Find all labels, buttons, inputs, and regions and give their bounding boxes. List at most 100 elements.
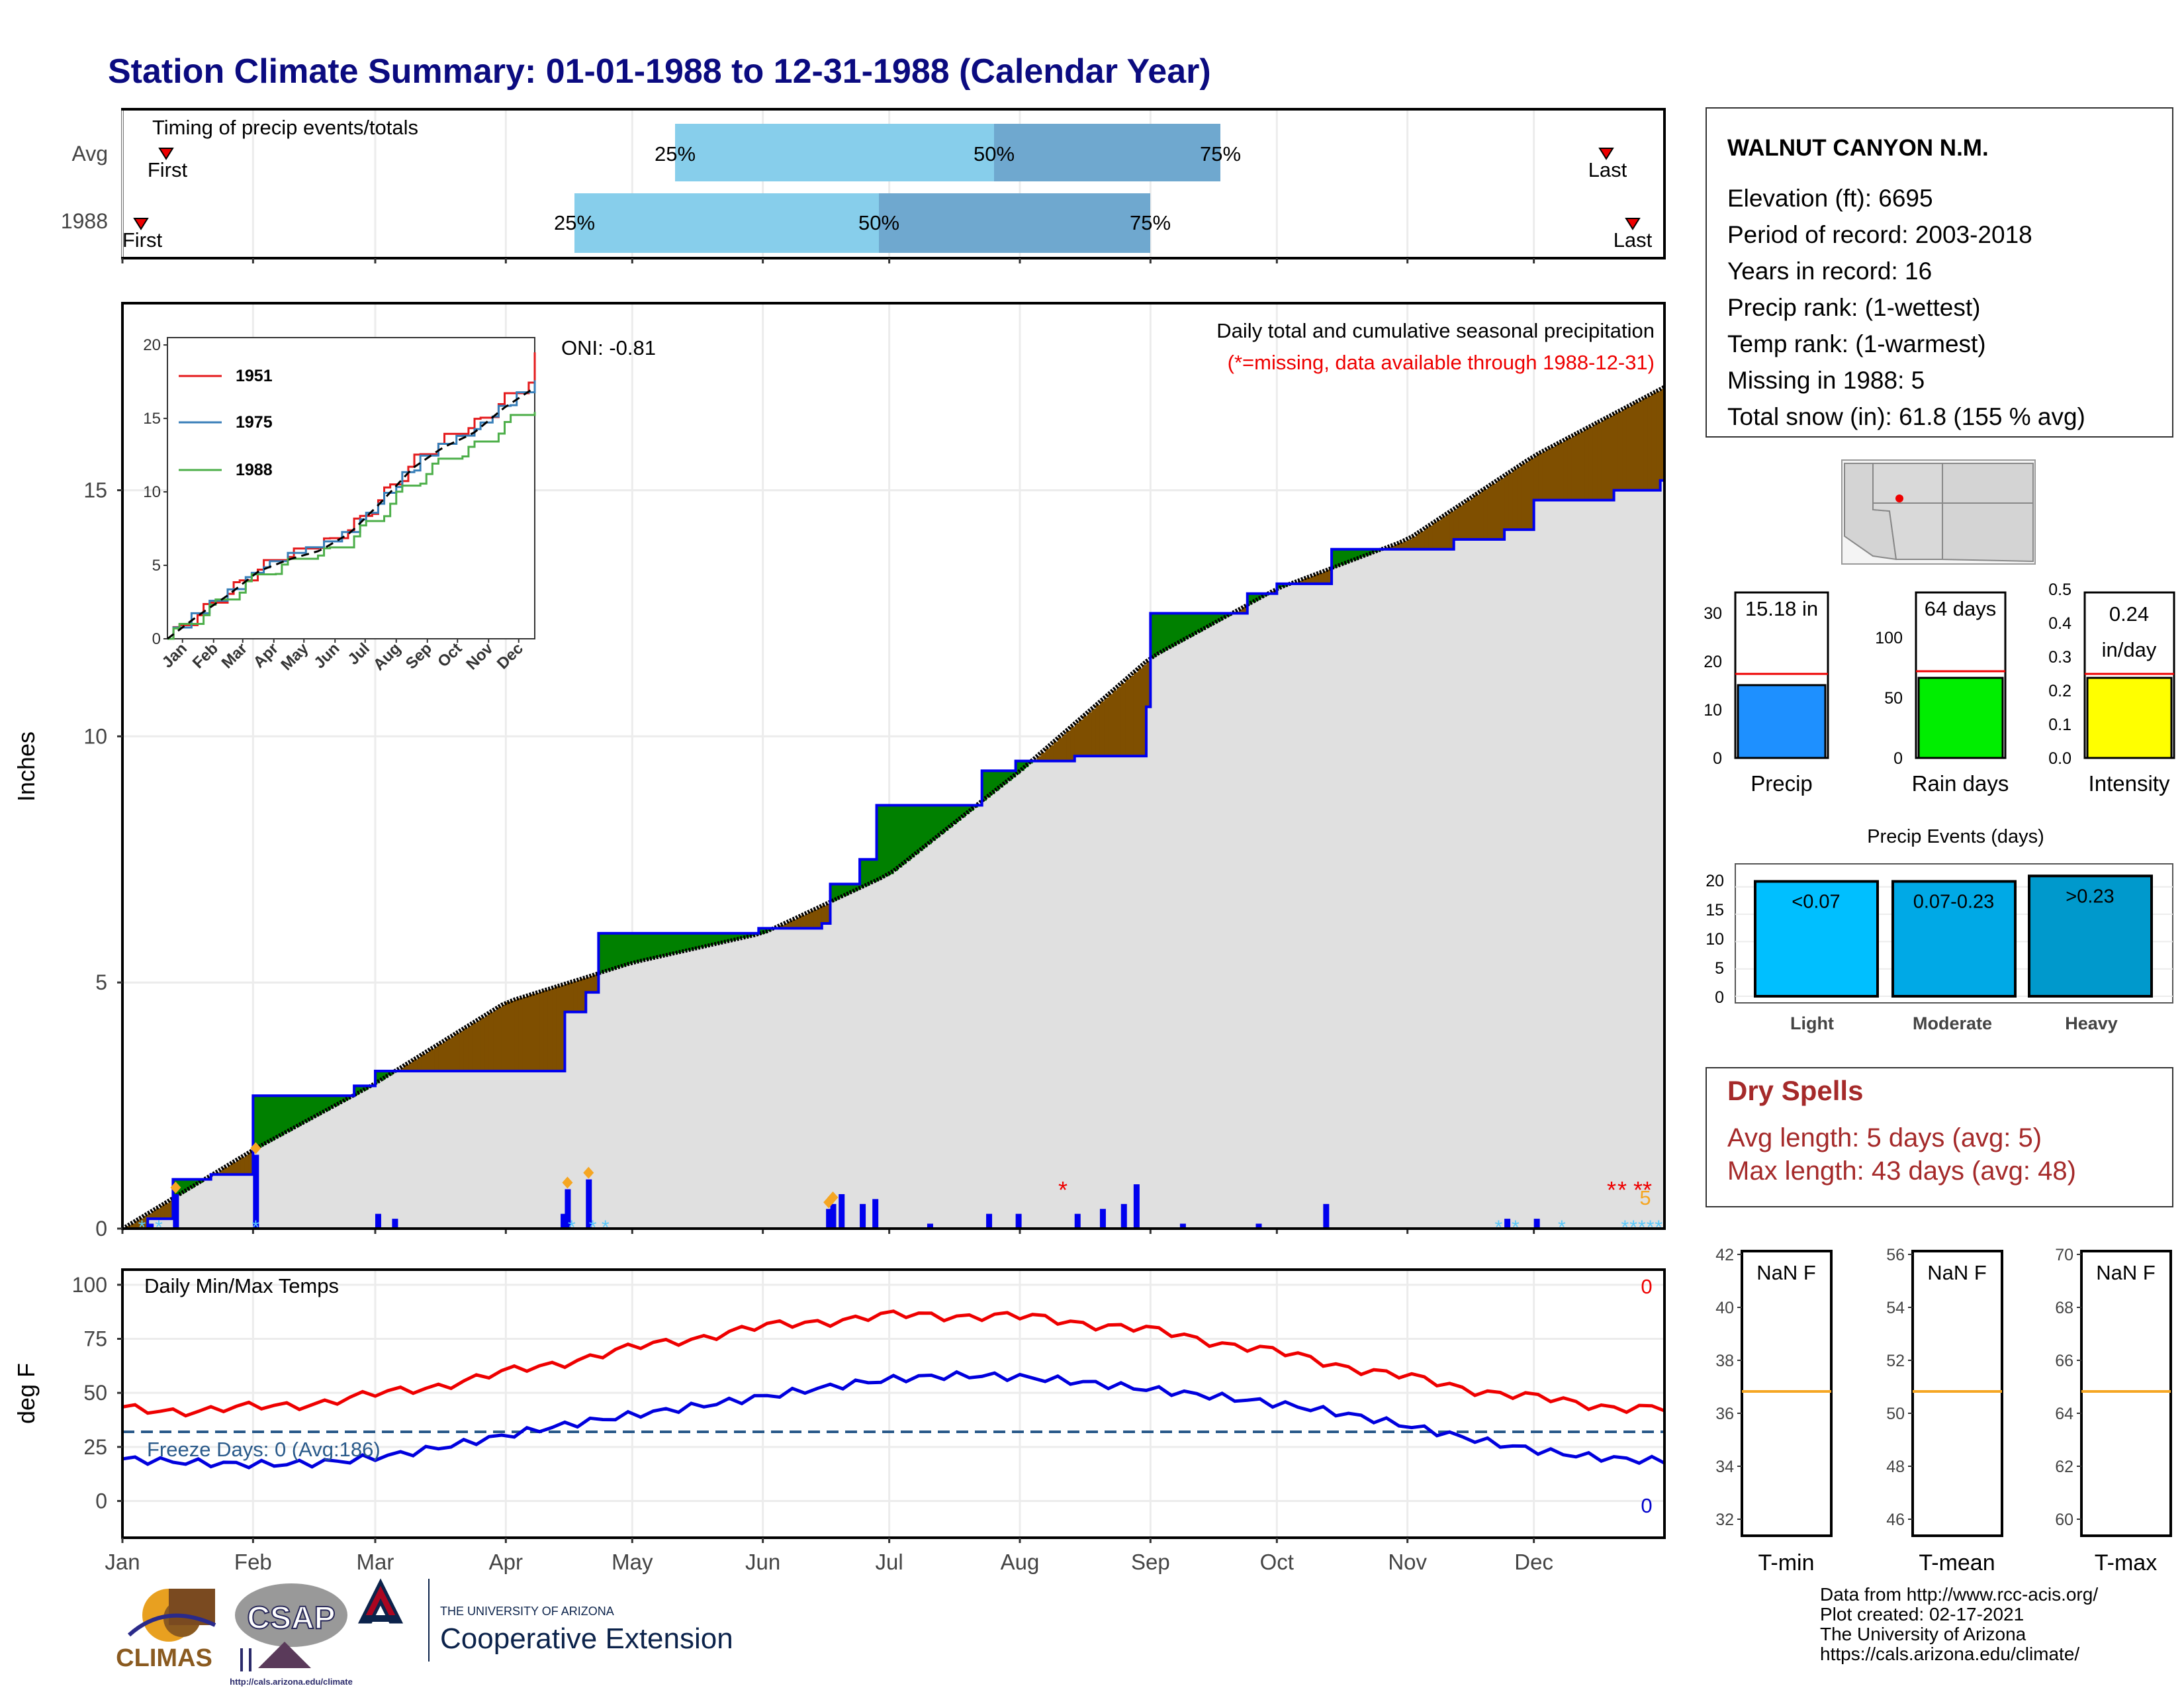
below-avg-band [1647,395,1653,491]
below-avg-band [1420,531,1425,549]
intensity-y-ticks: 0.0 0.1 0.2 0.3 0.4 0.5 [2048,581,2071,768]
above-avg-band [737,933,743,939]
below-avg-band [1407,539,1412,549]
below-avg-band [561,985,566,1072]
below-avg-band [1066,730,1071,761]
below-avg-band [565,984,570,1012]
above-avg-band [762,928,768,933]
cumulative-areas [121,385,1666,1231]
precip-y-ticks: 0 5 10 15 [83,479,122,1241]
above-avg-band [1019,761,1024,771]
below-avg-band [1390,545,1396,549]
tbox-frame [1741,1250,1833,1537]
below-avg-band [1445,514,1450,549]
snow-marker [827,1191,839,1203]
event-bar [2028,874,2153,998]
above-avg-band [1344,549,1349,563]
below-avg-band [434,1047,439,1072]
min-count: 0 [1641,1494,1652,1517]
above-avg-band [345,1096,351,1100]
below-avg-band [497,1007,502,1072]
above-avg-band [960,805,966,818]
below-avg-band [788,921,793,929]
below-avg-band [1306,577,1311,584]
tbox-tick-label: 50 [1886,1405,1905,1423]
above-avg-band [627,933,633,964]
daily-precip-bar [872,1199,879,1229]
above-avg-band [657,933,662,957]
tbox-frame [1911,1250,2003,1537]
tbox-label: T-mean [1919,1550,1995,1575]
above-avg-band [1352,549,1357,561]
month-label: Aug [1001,1550,1040,1574]
tbox-tick-label: 68 [2055,1299,2073,1317]
avg-first-label: First [148,158,188,181]
events-cat-moderate: Moderate [1913,1013,1992,1033]
below-avg-band [796,917,801,929]
below-avg-band [463,1028,469,1072]
below-avg-band [408,1062,414,1072]
below-avg-band [426,1051,431,1072]
below-avg-band [1449,511,1455,549]
max-count: 0 [1641,1275,1652,1298]
above-avg-band [687,933,692,951]
timing-panel: Timing of precip events/totals Avg 1988 … [61,108,1666,263]
below-avg-band [817,908,823,929]
below-avg-band [488,1012,494,1072]
event-bar-label: <0.07 [1792,892,1840,913]
below-avg-band [531,994,536,1072]
station-info-box: WALNUT CANYON N.M. Elevation (ft): 6695 … [1706,107,2173,438]
below-avg-band [1631,404,1636,491]
above-avg-band [855,884,860,890]
dry-spells-box: Dry Spells Avg length: 5 days (avg: 5) M… [1706,1067,2173,1207]
avg-50-75-bar [994,124,1220,181]
above-avg-band [295,1096,300,1127]
below-avg-band [421,1054,426,1072]
above-avg-band [649,933,654,959]
below-avg-band [1108,694,1113,757]
below-avg-band [236,1160,241,1175]
below-avg-band [152,1211,157,1219]
daily-precip-bar [860,1203,866,1229]
avg-first-marker [158,148,174,160]
above-avg-band [981,771,987,801]
above-avg-band [1348,549,1353,562]
above-avg-band [1197,613,1202,633]
daily-precip-bar [1255,1223,1262,1229]
above-avg-band [303,1096,308,1123]
below-avg-band [1576,433,1581,500]
below-avg-band [1479,492,1484,539]
footer-line-1: Data from http://www.rcc-acis.org/ [1820,1584,2098,1605]
daily-precip-bar [1120,1203,1127,1229]
above-avg-band [1218,613,1223,621]
below-avg-band [1125,679,1130,757]
above-avg-band [291,1096,296,1129]
inset-legend-1951: 1951 [236,367,273,385]
inset-y-tick-label: 0 [152,630,161,648]
missing-markers: * * * * * [1058,1176,1652,1203]
above-avg-band [1357,549,1362,559]
avg-max-line [122,1309,1665,1418]
above-avg-band [712,933,717,945]
below-avg-band [590,976,595,993]
page-title: Station Climate Summary: 01-01-1988 to 1… [108,52,1211,91]
below-avg-band [1424,528,1430,549]
daily-precip-bar [1179,1223,1186,1229]
below-avg-band [1314,574,1320,584]
below-avg-band [1428,525,1433,549]
inset-y-tick-label: 20 [143,336,161,354]
below-avg-band [1643,398,1649,491]
below-avg-band [1529,458,1535,530]
above-avg-band [893,805,898,871]
above-avg-band [615,933,620,968]
above-avg-band [842,884,848,896]
below-avg-band [1487,486,1492,539]
below-avg-band [813,910,819,929]
tick: 0.0 [2048,749,2071,768]
missing-marker: * [1617,1176,1627,1203]
station-years: Years in record: 16 [1727,258,1932,285]
above-avg-band [1213,613,1218,624]
tbox-frame [2080,1250,2172,1537]
below-avg-band [1062,734,1067,761]
daily-precip-bar [826,1209,833,1229]
